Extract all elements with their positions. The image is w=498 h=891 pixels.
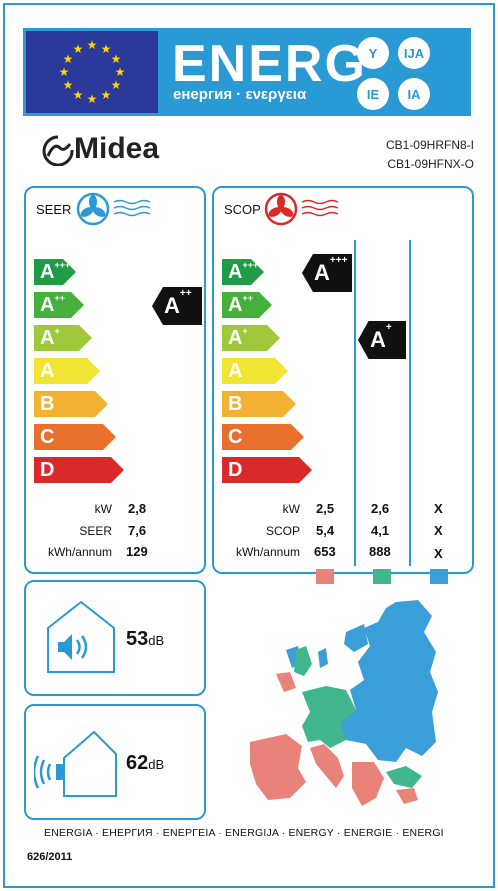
heating-average-kw: 2,6 <box>371 501 390 516</box>
lang-bubble-ia: IA <box>398 78 430 110</box>
column-divider <box>409 240 411 566</box>
model-outdoor: CB1-09HFNX-O <box>387 157 474 171</box>
cooling-label-seer: SEER <box>79 524 112 538</box>
outdoor-speaker-icon <box>34 730 117 797</box>
heating-colder-scop: X <box>434 523 443 538</box>
heating-warmer-kwh: 653 <box>314 544 336 559</box>
column-divider <box>354 240 356 566</box>
lang-bubble-ie: IE <box>357 78 389 110</box>
svg-text:★: ★ <box>87 92 98 106</box>
average-climate-swatch <box>373 569 391 584</box>
svg-text:★: ★ <box>115 65 126 79</box>
cooling-rating-arrow: A++ <box>152 287 202 325</box>
heating-label-kw: kW <box>282 502 300 516</box>
brand-name: Midea <box>74 132 160 165</box>
cooling-class-bar: D <box>34 457 124 483</box>
regulation-number: 626/2011 <box>27 851 73 863</box>
svg-text:★: ★ <box>111 78 122 92</box>
heating-fan-icon <box>264 192 339 226</box>
cooling-label-kwh: kWh/annum <box>47 545 112 559</box>
heating-average-kwh: 888 <box>369 544 391 559</box>
lang-bubble-y: Y <box>357 37 389 69</box>
heating-average-scop: 4,1 <box>371 523 390 538</box>
heating-class-bar: C <box>222 424 304 450</box>
warmer-climate-swatch <box>316 569 334 584</box>
heating-class-bar: D <box>222 457 312 483</box>
eu-stars-icon: ★ ★ ★ ★ ★ ★ ★ ★ ★ ★ ★ ★ <box>59 38 126 106</box>
cooling-class-bar: C <box>34 424 116 450</box>
svg-text:★: ★ <box>63 52 74 66</box>
heating-rating-arrow-average: A+ <box>358 321 406 359</box>
heating-class-bar: B <box>222 391 296 417</box>
colder-climate-swatch <box>430 569 448 584</box>
model-indoor: CB1-09HRFN8-I <box>385 138 474 152</box>
heating-colder-kw: X <box>434 501 443 516</box>
svg-text:★: ★ <box>63 78 74 92</box>
energy-subtitle: енергия · ενεργεια <box>173 86 307 103</box>
energy-languages-footer: ENERGIA · ЕНЕРГИЯ · ΕΝΕΡΓΕΙΑ · ENERGIJA … <box>44 827 444 839</box>
indoor-speaker-icon <box>47 600 115 673</box>
heating-title: SCOP <box>224 202 261 217</box>
heating-label-kwh: kWh/annum <box>235 545 300 559</box>
cooling-class-bar: A <box>34 358 100 384</box>
cooling-value-seer: 7,6 <box>128 523 147 538</box>
svg-text:★: ★ <box>73 88 84 102</box>
heating-rating-arrow-warmer: A+++ <box>302 254 352 292</box>
europe-climate-map <box>250 600 438 806</box>
heating-class-bar: A <box>222 358 288 384</box>
cooling-fan-icon <box>76 192 151 226</box>
svg-text:★: ★ <box>101 42 112 56</box>
svg-text:★: ★ <box>87 38 98 52</box>
midea-logo-icon <box>42 135 74 166</box>
svg-text:★: ★ <box>73 42 84 56</box>
eu-flag: ★ ★ ★ ★ ★ ★ ★ ★ ★ ★ ★ ★ <box>26 31 158 113</box>
cooling-value-kwh: 129 <box>126 544 148 559</box>
cooling-class-bar: A+ <box>34 325 92 351</box>
heating-warmer-kw: 2,5 <box>316 501 335 516</box>
heating-label-scop: SCOP <box>265 524 300 538</box>
svg-text:★: ★ <box>59 65 70 79</box>
heating-class-bar: A+ <box>222 325 280 351</box>
energy-title: ENERG <box>172 35 367 93</box>
cooling-value-kw: 2,8 <box>128 501 147 516</box>
outdoor-noise-value: 62dB <box>126 752 165 774</box>
cooling-class-bar: B <box>34 391 108 417</box>
heating-colder-kwh: X <box>434 546 443 561</box>
svg-text:★: ★ <box>111 52 122 66</box>
heating-warmer-scop: 5,4 <box>316 523 335 538</box>
indoor-noise-value: 53dB <box>126 628 165 650</box>
cooling-title: SEER <box>36 202 72 217</box>
lang-bubble-ija: IJA <box>398 37 430 69</box>
svg-text:★: ★ <box>101 88 112 102</box>
cooling-label-kw: kW <box>94 502 112 516</box>
